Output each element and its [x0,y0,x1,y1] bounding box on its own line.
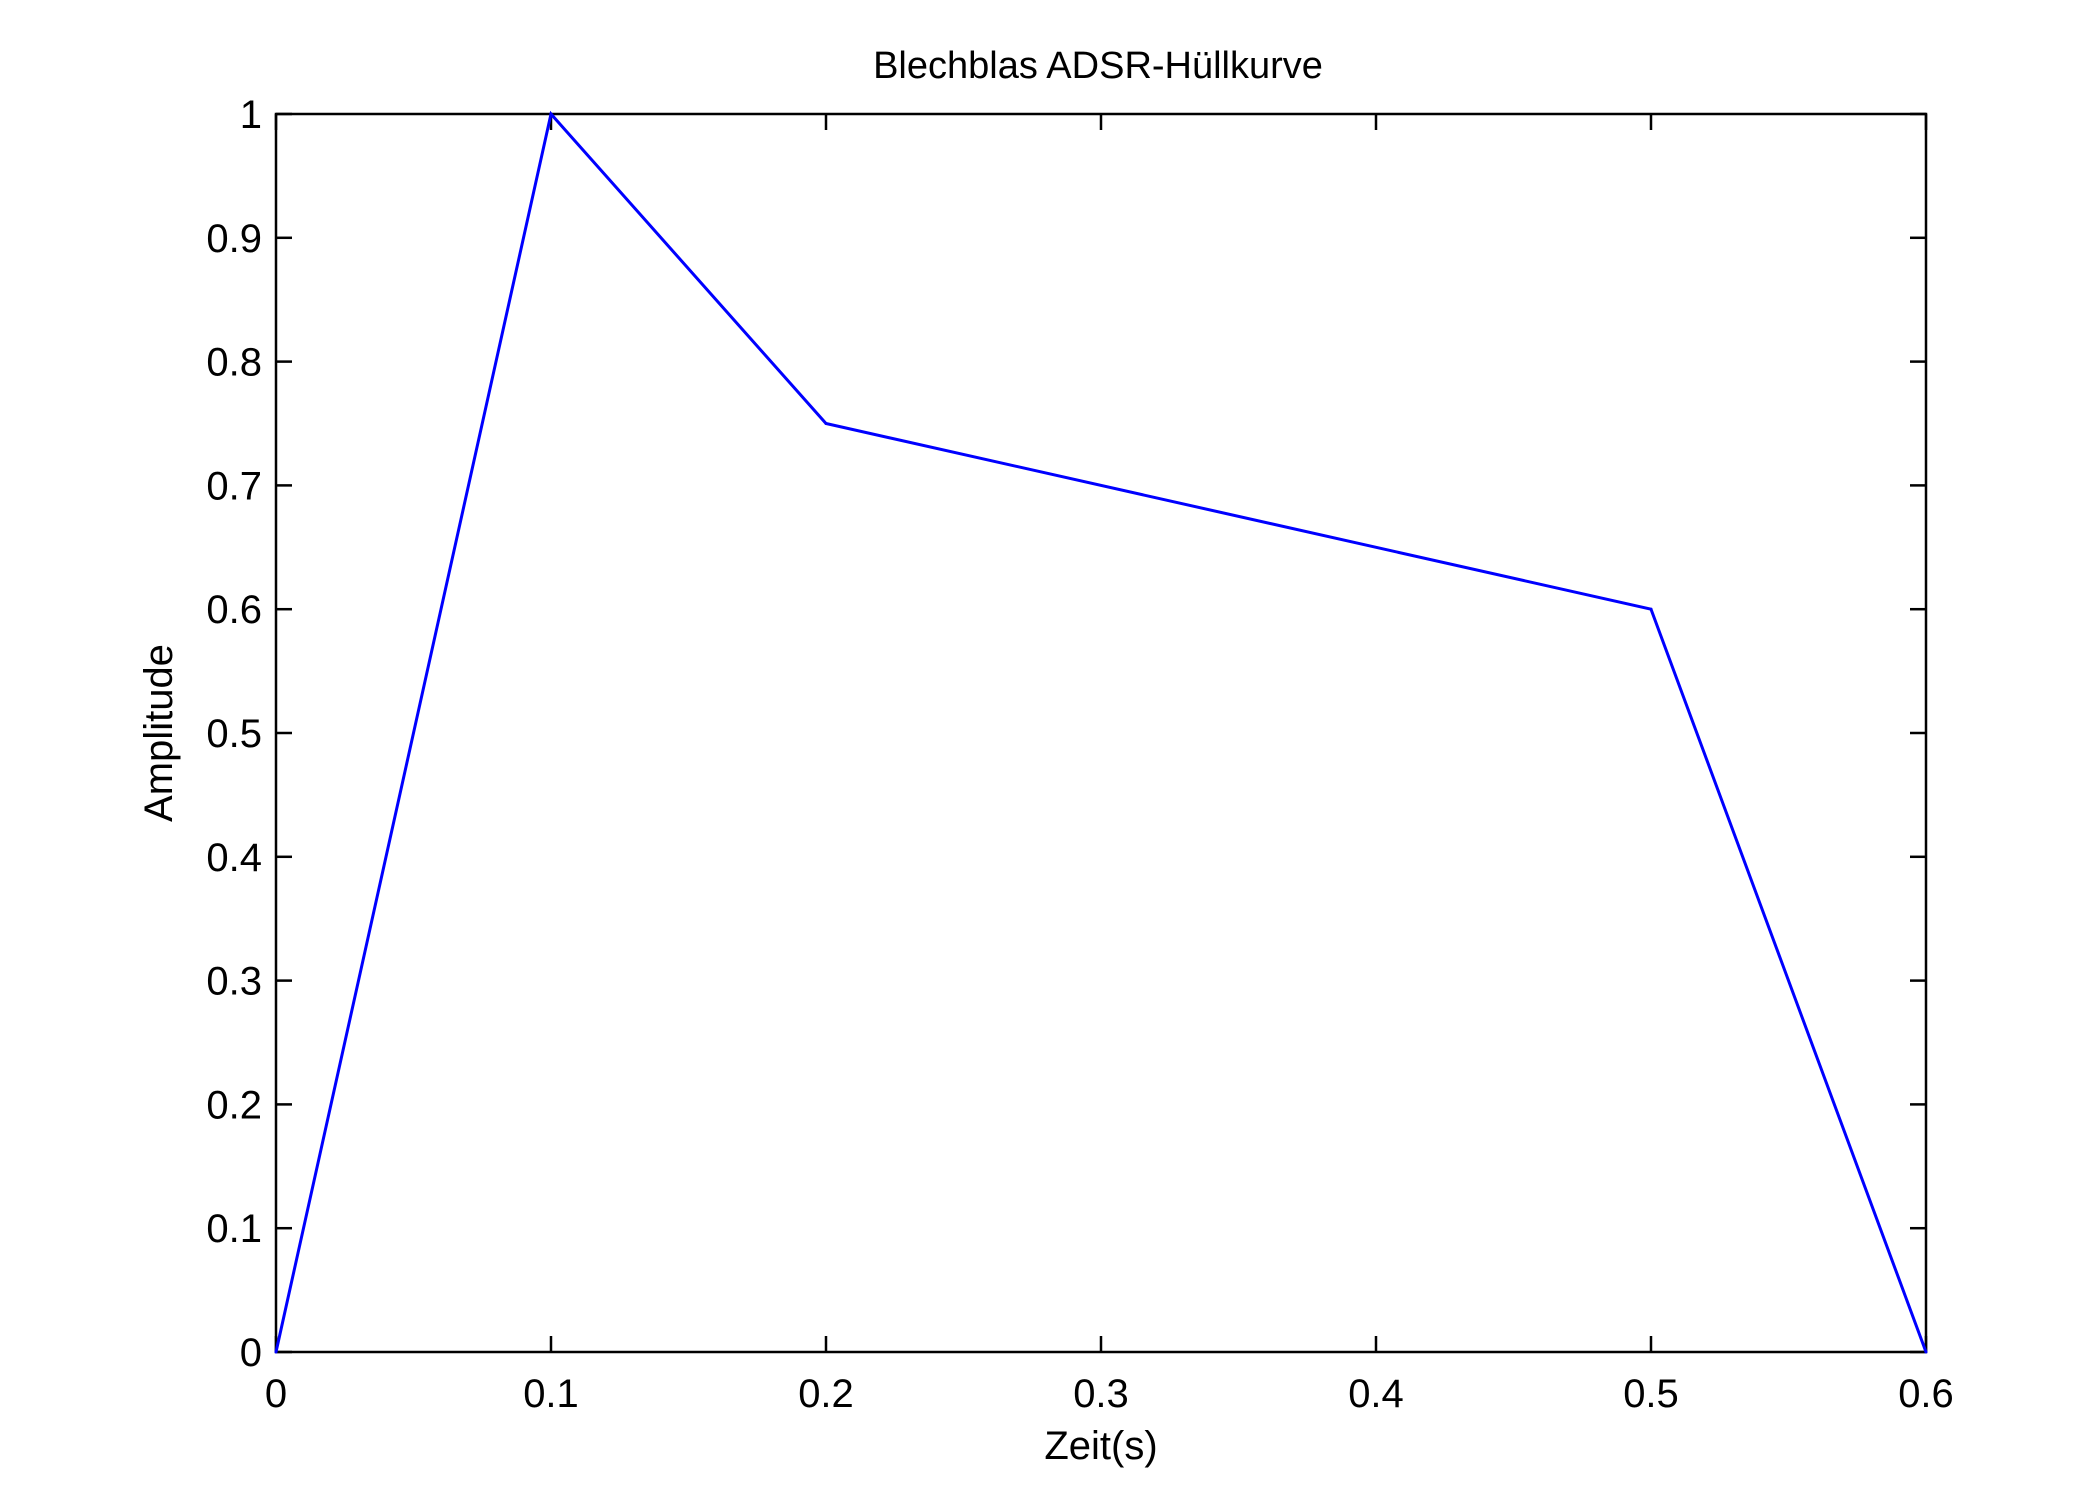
x-axis-label: Zeit(s) [1044,1424,1157,1468]
data-point [549,112,553,116]
x-tick-label: 0.6 [1898,1372,1954,1416]
y-tick-label: 1 [240,93,262,137]
y-axis-label: Amplitude [137,644,181,822]
x-tick-label: 0.4 [1348,1372,1404,1416]
x-axis: 0 0.1 0.2 0.3 0.4 0.5 0.6 [265,114,1954,1416]
series-layer [274,110,1928,1354]
data-point [1924,1350,1928,1354]
x-tick-label: 0.1 [523,1372,579,1416]
y-axis: 0 0.1 0.2 0.3 0.4 0.5 0.6 0.7 0.8 0.9 1 [206,93,1926,1375]
x-tick-label: 0.2 [798,1372,854,1416]
y-tick-label: 0.5 [206,712,262,756]
x-tick-label: 0 [265,1372,287,1416]
y-tick-label: 0.8 [206,341,262,385]
y-tick-label: 0 [240,1331,262,1375]
y-tick-label: 0.1 [206,1207,262,1251]
y-tick-label: 0.3 [206,960,262,1004]
chart-title: Blechblas ADSR-Hüllkurve [873,45,1323,87]
data-point [1649,607,1653,611]
plot-area [274,112,1928,1354]
x-tick-label: 0.3 [1073,1372,1129,1416]
data-point [274,1350,278,1354]
y-tick-label: 0.7 [206,464,262,508]
y-tick-label: 0.9 [206,217,262,261]
data-point [824,422,828,425]
y-tick-label: 0.6 [206,588,262,632]
y-tick-label: 0.2 [206,1083,262,1127]
x-tick-label: 0.5 [1623,1372,1679,1416]
y-tick-label: 0.4 [206,836,262,880]
